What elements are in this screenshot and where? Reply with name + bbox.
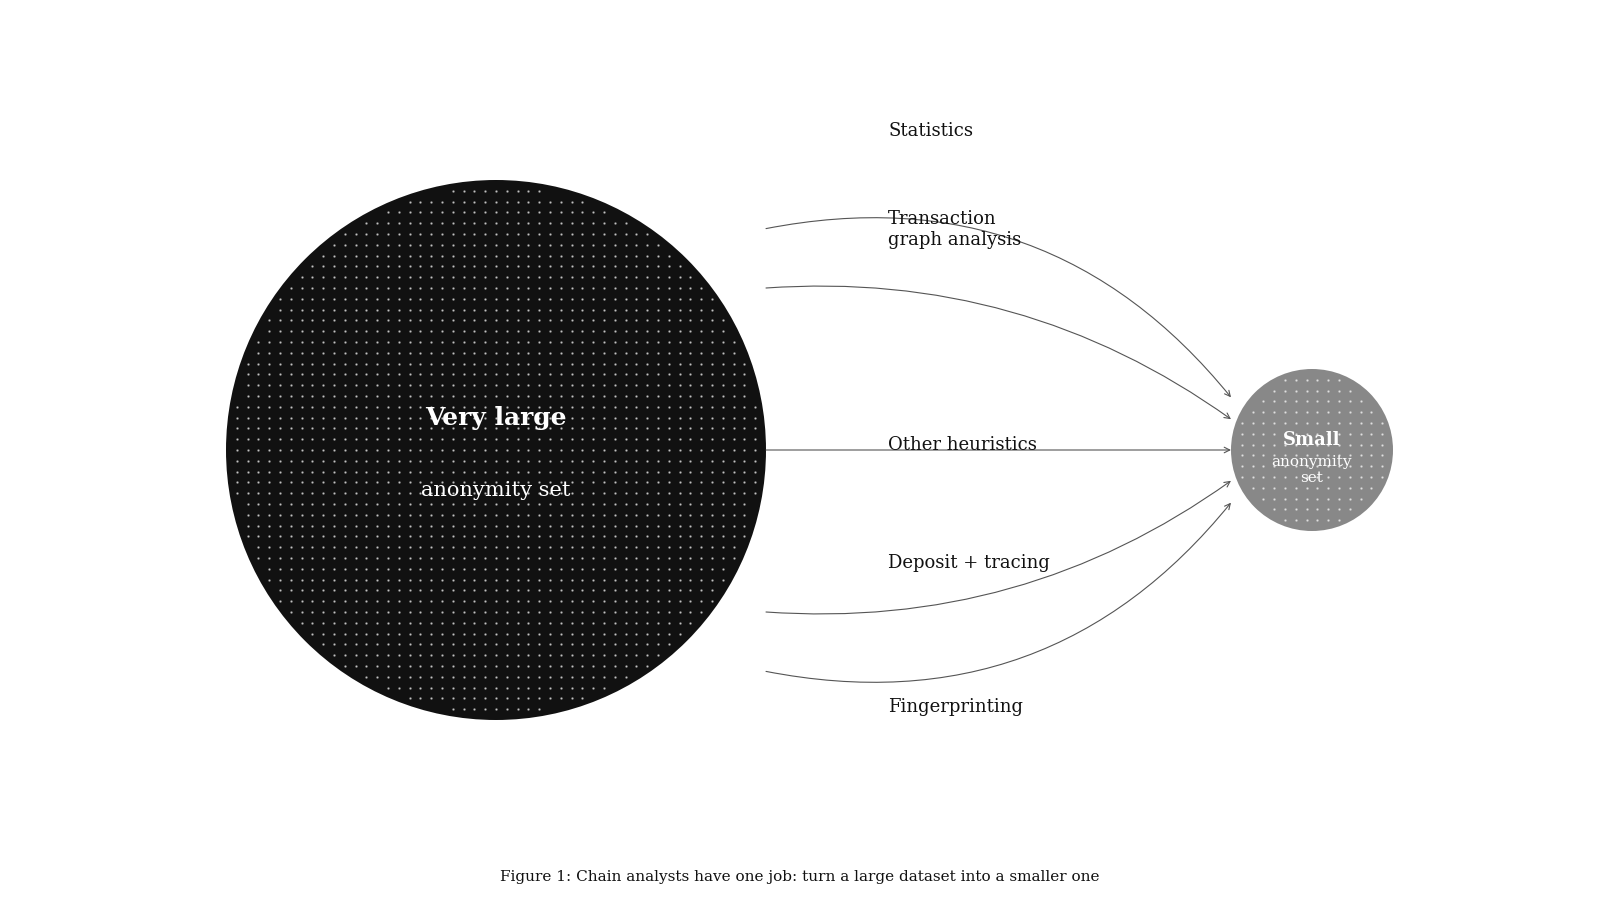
FancyArrowPatch shape	[766, 286, 1230, 418]
Text: Deposit + tracing: Deposit + tracing	[888, 554, 1050, 572]
FancyArrowPatch shape	[766, 482, 1230, 614]
FancyArrowPatch shape	[766, 447, 1230, 453]
Circle shape	[1230, 369, 1394, 531]
Text: anonymity
set: anonymity set	[1272, 455, 1352, 485]
FancyArrowPatch shape	[766, 218, 1230, 396]
Text: Very large: Very large	[426, 406, 566, 429]
Text: Transaction
graph analysis: Transaction graph analysis	[888, 210, 1021, 249]
Text: anonymity set: anonymity set	[421, 481, 571, 500]
Text: Figure 1: Chain analysts have one job: turn a large dataset into a smaller one: Figure 1: Chain analysts have one job: t…	[501, 869, 1099, 884]
Text: Other heuristics: Other heuristics	[888, 436, 1037, 454]
Circle shape	[226, 180, 766, 720]
FancyArrowPatch shape	[766, 504, 1230, 682]
Text: Fingerprinting: Fingerprinting	[888, 698, 1022, 716]
Text: Small: Small	[1283, 431, 1341, 449]
Text: Statistics: Statistics	[888, 122, 973, 140]
